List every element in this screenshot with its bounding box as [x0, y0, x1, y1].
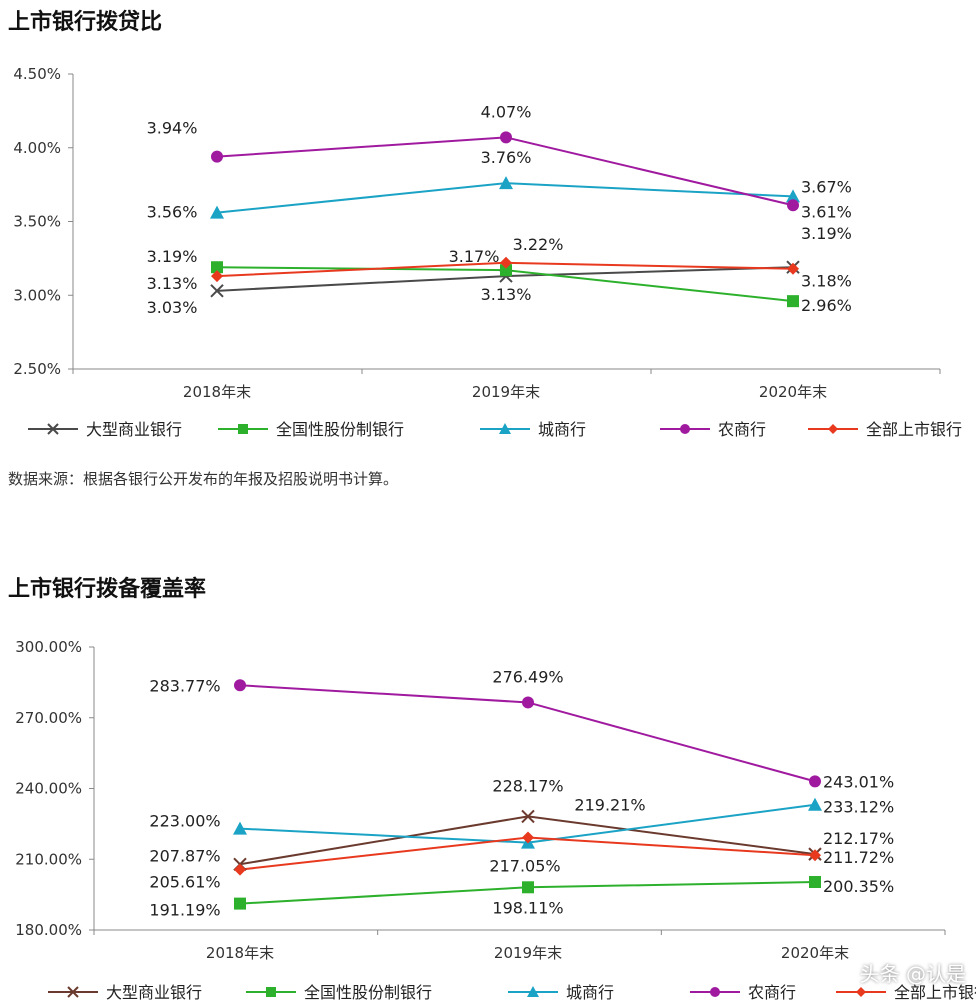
data-point [234, 897, 246, 910]
data-label: 219.21% [574, 796, 645, 815]
data-point [808, 797, 822, 811]
data-label: 217.05% [489, 857, 560, 876]
legend-marker [499, 423, 511, 434]
x-tick-label: 2020年末 [781, 944, 849, 962]
data-label: 243.01% [823, 772, 894, 791]
data-point [211, 261, 223, 274]
data-point [522, 881, 534, 894]
data-label: 233.12% [823, 798, 894, 817]
data-label: 207.87% [149, 846, 220, 865]
x-tick-label: 2020年末 [759, 383, 827, 401]
y-tick-label: 180.00% [15, 921, 82, 939]
data-label: 205.61% [149, 873, 220, 892]
data-point [210, 284, 224, 298]
y-tick-label: 210.00% [15, 850, 82, 868]
legend-label: 大型商业银行 [106, 983, 202, 1002]
data-point [809, 775, 821, 788]
chart1-title: 上市银行拨贷比 [8, 10, 163, 35]
legend-label: 全部上市银行 [894, 983, 976, 1002]
source-note: 数据来源：根据各银行公开发布的年报及招股说明书计算。 [8, 470, 399, 488]
data-label: 3.18% [801, 272, 852, 291]
data-point [809, 876, 821, 889]
data-label: 200.35% [823, 877, 894, 896]
legend-label: 城商行 [538, 420, 586, 439]
x-tick-label: 2018年末 [206, 944, 274, 962]
legend-label: 全国性股份制银行 [304, 983, 432, 1002]
legend-marker [856, 987, 866, 997]
data-point [500, 131, 512, 144]
legend-marker [266, 987, 276, 997]
data-point [809, 849, 821, 862]
data-point [500, 264, 512, 277]
legend-marker [828, 424, 838, 434]
y-tick-label: 240.00% [15, 780, 82, 798]
y-tick-label: 270.00% [15, 709, 82, 727]
data-label: 211.72% [823, 848, 894, 867]
data-point [499, 176, 513, 190]
y-tick-label: 3.50% [13, 213, 61, 231]
data-point [521, 809, 535, 824]
legend-marker [710, 987, 720, 997]
legend-marker [67, 986, 79, 998]
data-point [522, 696, 534, 709]
data-label: 3.94% [147, 119, 198, 138]
data-point [787, 199, 799, 212]
legend-label: 农商行 [718, 420, 766, 439]
data-label: 223.00% [149, 812, 220, 831]
legend-label: 农商行 [748, 983, 796, 1002]
data-label: 3.17% [449, 247, 500, 266]
legend-label: 全部上市银行 [866, 420, 962, 439]
data-point [787, 262, 799, 275]
data-label: 191.19% [149, 901, 220, 920]
y-tick-label: 4.00% [13, 139, 61, 157]
data-point [233, 821, 247, 835]
data-label: 4.07% [481, 102, 532, 121]
data-label: 3.56% [147, 203, 198, 222]
data-point [210, 205, 224, 219]
data-label: 212.17% [823, 829, 894, 848]
legend-marker [238, 424, 248, 434]
data-label: 3.13% [147, 274, 198, 293]
data-point [234, 863, 246, 876]
legend-marker [680, 424, 690, 434]
data-point [787, 295, 799, 308]
x-tick-label: 2019年末 [472, 383, 540, 401]
chart2-title: 上市银行拨备覆盖率 [8, 577, 207, 602]
legend-marker [527, 986, 539, 997]
legend-label: 全国性股份制银行 [276, 420, 404, 439]
data-label: 3.03% [147, 298, 198, 317]
data-point [211, 270, 223, 283]
data-label: 3.76% [481, 148, 532, 167]
data-label: 3.19% [801, 224, 852, 243]
y-tick-label: 300.00% [15, 638, 82, 656]
data-point [211, 150, 223, 163]
data-point [522, 831, 534, 844]
data-point [234, 679, 246, 692]
legend-label: 大型商业银行 [86, 420, 182, 439]
legend-label: 城商行 [566, 983, 614, 1002]
y-tick-label: 3.00% [13, 286, 61, 304]
watermark: 头条 @认是 [859, 962, 966, 986]
data-label: 3.19% [147, 247, 198, 266]
chart1-svg: 4.50% 4.00% 3.50% 3.00% 2.50% 2018年末 2019年末 202… [13, 65, 962, 439]
data-label: 276.49% [492, 667, 563, 686]
data-label: 228.17% [492, 776, 563, 795]
x-tick-label: 2018年末 [183, 383, 251, 401]
data-label: 283.77% [149, 676, 220, 695]
y-tick-label: 2.50% [13, 360, 61, 378]
data-label: 3.13% [481, 285, 532, 304]
data-label: 198.11% [492, 898, 563, 917]
data-point [500, 256, 512, 269]
data-point [786, 189, 800, 203]
y-tick-label: 4.50% [13, 65, 61, 83]
data-label: 3.67% [801, 177, 852, 196]
x-tick-label: 2019年末 [494, 944, 562, 962]
data-label: 3.22% [513, 235, 564, 254]
legend-marker [47, 423, 59, 435]
data-label: 2.96% [801, 296, 852, 315]
data-label: 3.61% [801, 202, 852, 221]
